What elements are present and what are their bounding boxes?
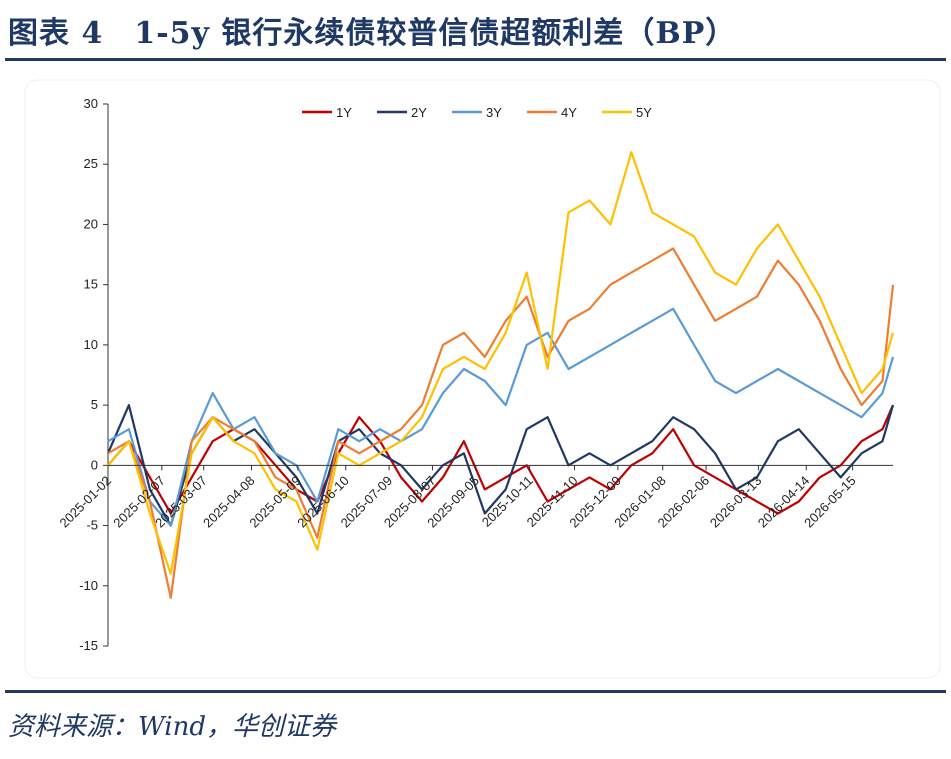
- y-tick-label: 20: [84, 216, 98, 231]
- legend-label-5y: 5Y: [636, 105, 652, 120]
- legend-label-3y: 3Y: [486, 105, 502, 120]
- series-line-5y: [107, 151, 895, 575]
- legend-label-4y: 4Y: [561, 105, 577, 120]
- y-tick-label: 10: [84, 337, 98, 352]
- y-tick-label: -5: [86, 518, 98, 533]
- series-line-3y: [107, 307, 895, 527]
- y-tick-label: 30: [84, 96, 98, 111]
- header-rule: [5, 58, 946, 61]
- y-tick-label: 15: [84, 277, 98, 292]
- footer-rule: [5, 690, 946, 693]
- y-tick-label: -10: [79, 578, 98, 593]
- y-tick-label: 5: [91, 397, 98, 412]
- y-axis: -15 -10 -5 0 5 10 15 20 25 30: [79, 96, 109, 653]
- legend-label-1y: 1Y: [336, 105, 352, 120]
- series-line-2y: [106, 404, 895, 527]
- legend-label-2y: 2Y: [411, 105, 427, 120]
- y-tick-label: 0: [91, 457, 98, 472]
- chart-title: 图表 4 1-5y 银行永续债较普信债超额利差（BP）: [8, 16, 737, 51]
- series-line-4y: [107, 247, 895, 599]
- x-tick-label: 2025-01-02: [56, 473, 114, 531]
- series-lines: [106, 151, 895, 599]
- chart-frame: [24, 79, 941, 679]
- y-tick-label: 25: [84, 156, 98, 171]
- legend: 1Y 2Y 3Y 4Y 5Y: [302, 105, 652, 120]
- source-note: 资料来源：Wind，华创证券: [8, 712, 336, 742]
- y-tick-label: -15: [79, 638, 98, 653]
